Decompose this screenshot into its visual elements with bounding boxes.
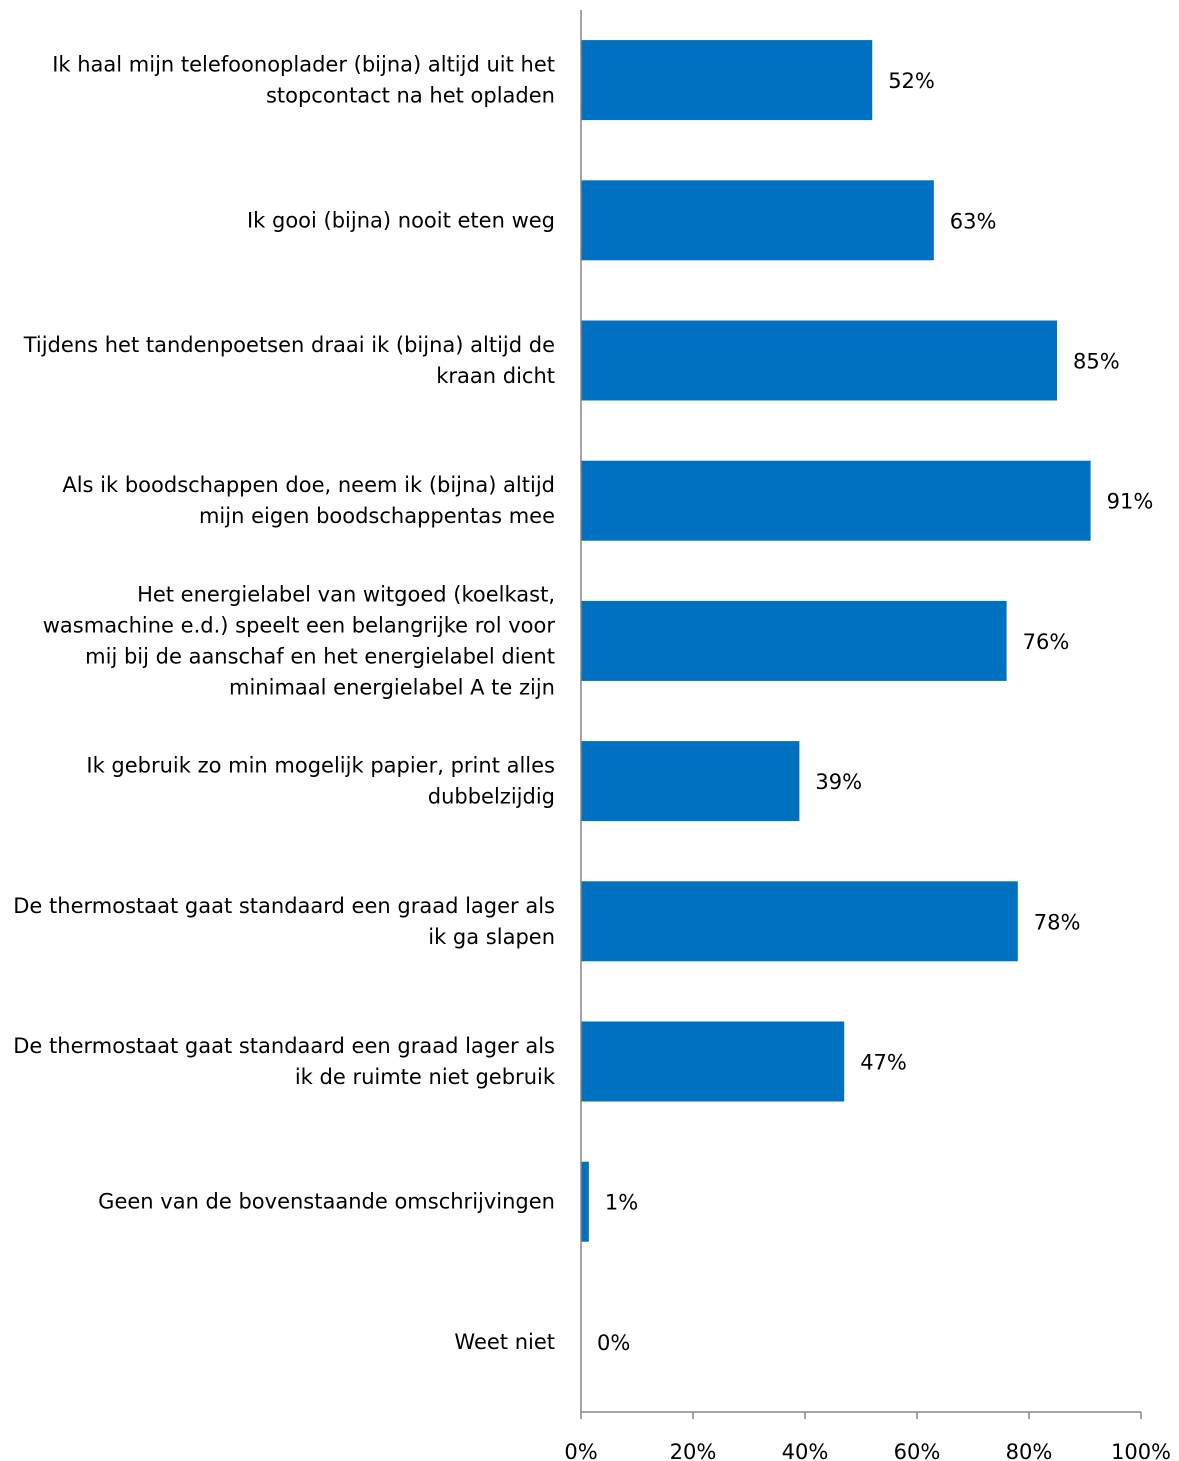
axes-group: 0% 20% 40% 60% 80% 100% <box>564 10 1171 1461</box>
value-label-4: 91% <box>1107 490 1154 514</box>
value-label-10: 0% <box>597 1331 630 1355</box>
x-tick-label-0: 0% <box>564 1440 597 1461</box>
value-label-2: 63% <box>950 209 997 233</box>
category-label-7: De thermostaat gaat standaard een graad … <box>13 894 555 949</box>
category-label-4: Als ik boodschappen doe, neem ik (bijna)… <box>62 473 555 528</box>
category-label-1: Ik haal mijn telefoonoplader (bijna) alt… <box>52 53 555 108</box>
x-tick-label-40: 40% <box>782 1440 829 1461</box>
bar-2 <box>581 180 934 261</box>
value-label-6: 39% <box>815 770 862 794</box>
bar-8 <box>581 1021 845 1102</box>
value-labels-group: 52% 63% 85% 91% 76% 39% 78% 47% 1% 0% <box>597 69 1153 1355</box>
x-tick-label-20: 20% <box>670 1440 717 1461</box>
bars-group <box>581 40 1091 1242</box>
category-label-9: Geen van de bovenstaande omschrijvingen <box>98 1190 555 1214</box>
category-label-2: Ik gooi (bijna) nooit eten weg <box>247 208 555 232</box>
category-label-3: Tijdens het tandenpoetsen draai ik (bijn… <box>23 333 555 388</box>
bar-6 <box>581 741 800 822</box>
x-tick-label-100: 100% <box>1111 1440 1171 1461</box>
bar-5 <box>581 600 1007 681</box>
value-label-3: 85% <box>1073 350 1120 374</box>
value-label-7: 78% <box>1034 910 1081 934</box>
value-label-1: 52% <box>888 69 935 93</box>
value-label-5: 76% <box>1023 630 1070 654</box>
category-labels-group: Ik haal mijn telefoonoplader (bijna) alt… <box>13 53 556 1354</box>
bar-7 <box>581 881 1018 962</box>
bar-9 <box>581 1161 589 1242</box>
category-label-10: Weet niet <box>454 1330 555 1354</box>
bar-1 <box>581 40 873 121</box>
value-label-8: 47% <box>860 1051 907 1075</box>
category-label-8: De thermostaat gaat standaard een graad … <box>13 1034 556 1089</box>
x-tick-label-60: 60% <box>894 1440 941 1461</box>
x-tick-label-80: 80% <box>1006 1440 1053 1461</box>
category-label-5: Het energielabel van witgoed (koelkast, w… <box>43 582 556 699</box>
bar-3 <box>581 320 1057 401</box>
category-label-6: Ik gebruik zo min mogelijk papier, print… <box>86 754 555 809</box>
bar-4 <box>581 460 1091 541</box>
value-label-9: 1% <box>605 1191 638 1215</box>
